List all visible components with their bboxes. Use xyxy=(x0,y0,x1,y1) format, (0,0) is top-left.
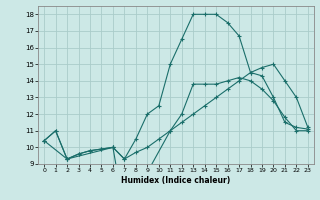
X-axis label: Humidex (Indice chaleur): Humidex (Indice chaleur) xyxy=(121,176,231,185)
